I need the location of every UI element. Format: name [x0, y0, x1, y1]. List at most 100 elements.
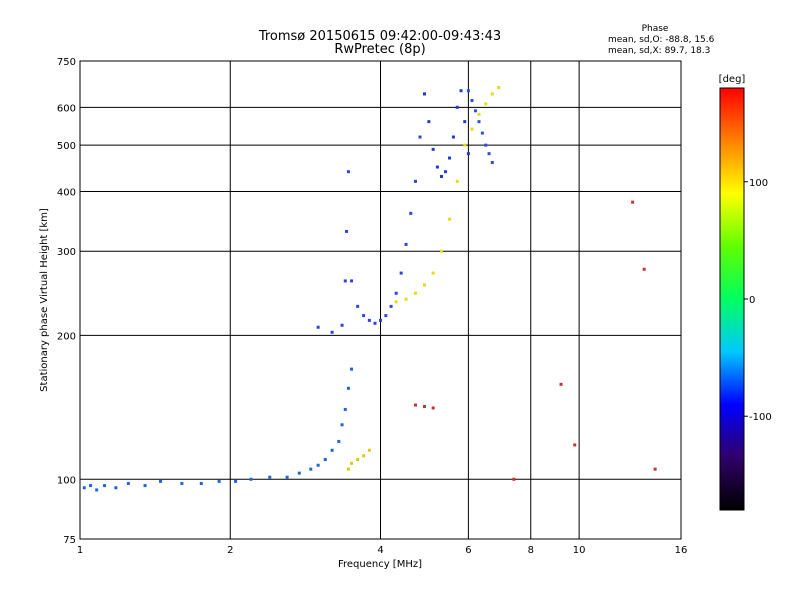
data-point	[404, 242, 408, 246]
y-tick-label: 200	[57, 331, 76, 342]
data-point	[159, 479, 163, 483]
x-tick-label: 8	[528, 545, 534, 556]
data-point	[413, 291, 417, 295]
data-point	[448, 156, 452, 160]
data-point	[448, 217, 452, 221]
data-point	[89, 484, 93, 488]
data-point	[340, 323, 344, 327]
colorbar-tick-label: 0	[749, 295, 755, 306]
data-point	[459, 89, 463, 93]
data-point	[463, 143, 467, 147]
colorbar-label: [deg]	[719, 74, 746, 85]
data-point	[463, 120, 467, 124]
x-tick-label: 1	[77, 545, 83, 556]
data-point	[330, 448, 334, 452]
data-point	[418, 135, 422, 139]
data-point	[379, 318, 382, 322]
y-tick-label: 600	[57, 103, 76, 114]
y-tick-label: 750	[57, 57, 76, 68]
series-2	[422, 89, 470, 178]
data-point	[490, 160, 494, 164]
series-3	[466, 89, 494, 164]
data-point	[126, 481, 130, 485]
phase-o-stats: mean, sd,O: -88.8, 15.6	[608, 35, 715, 45]
data-point	[440, 174, 444, 178]
phase-x-stats: mean, sd,X: 89.7, 18.3	[608, 46, 710, 56]
data-point	[234, 479, 238, 483]
data-point	[346, 170, 350, 174]
x-tick-labels: 1 2 4 6 8 10 16	[77, 545, 688, 556]
data-point	[487, 152, 491, 156]
chart-subtitle: RwPretec (8p)	[334, 42, 425, 57]
colorbar-tick-label: -100	[749, 412, 772, 423]
data-point	[394, 291, 398, 295]
data-point	[559, 382, 563, 386]
data-point	[103, 484, 107, 488]
data-point	[362, 454, 366, 458]
data-point	[435, 165, 439, 169]
data-point	[82, 486, 86, 490]
data-point	[484, 143, 488, 147]
data-point	[346, 467, 350, 471]
data-point	[297, 471, 301, 475]
data-point	[490, 92, 494, 96]
data-point	[573, 443, 577, 447]
phase-header: Phase	[642, 24, 669, 34]
data-point	[404, 297, 408, 301]
chart-title: Tromsø 20150615 09:42:00-09:43:43	[258, 29, 501, 44]
data-point	[346, 386, 350, 390]
data-point	[356, 304, 360, 308]
data-point	[631, 200, 635, 204]
data-point	[470, 99, 474, 103]
data-point	[340, 423, 344, 427]
data-point	[180, 481, 184, 485]
colorbar-tick-label: 100	[749, 178, 768, 189]
y-tick-label: 75	[63, 535, 76, 546]
data-point	[455, 179, 459, 183]
data-point	[343, 407, 347, 411]
data-point	[422, 92, 426, 96]
series-0	[82, 367, 354, 492]
data-point	[409, 211, 413, 215]
data-point	[394, 300, 398, 304]
colorbar	[719, 87, 745, 511]
data-point	[367, 448, 371, 452]
data-point	[330, 330, 334, 334]
data-point	[362, 314, 366, 318]
y-tick-label: 400	[57, 187, 76, 198]
data-point	[350, 461, 354, 465]
data-point	[143, 484, 147, 488]
data-point	[477, 120, 481, 124]
data-point	[114, 486, 118, 490]
series-5	[346, 448, 371, 471]
data-point	[444, 170, 448, 174]
data-point	[285, 475, 289, 479]
data-point	[343, 279, 347, 283]
data-point	[309, 467, 313, 471]
data-point	[642, 267, 646, 271]
data-point	[413, 403, 417, 407]
data-point	[466, 89, 470, 93]
data-point	[413, 179, 417, 183]
data-point	[473, 109, 477, 113]
data-point	[367, 318, 371, 322]
data-point	[484, 102, 488, 106]
data-point	[350, 279, 354, 283]
data-points	[82, 86, 657, 492]
series-4	[394, 86, 501, 304]
data-point	[480, 131, 484, 135]
data-point	[356, 457, 360, 461]
data-point	[440, 249, 444, 253]
data-point	[337, 439, 341, 443]
grid-lines	[80, 61, 681, 539]
data-point	[466, 152, 470, 156]
data-point	[95, 488, 99, 492]
series-6	[413, 200, 657, 481]
x-tick-label: 16	[675, 545, 688, 556]
data-point	[431, 271, 435, 275]
data-point	[477, 112, 481, 116]
y-tick-label: 300	[57, 247, 76, 258]
data-point	[316, 463, 320, 467]
y-tick-label: 500	[57, 141, 76, 152]
